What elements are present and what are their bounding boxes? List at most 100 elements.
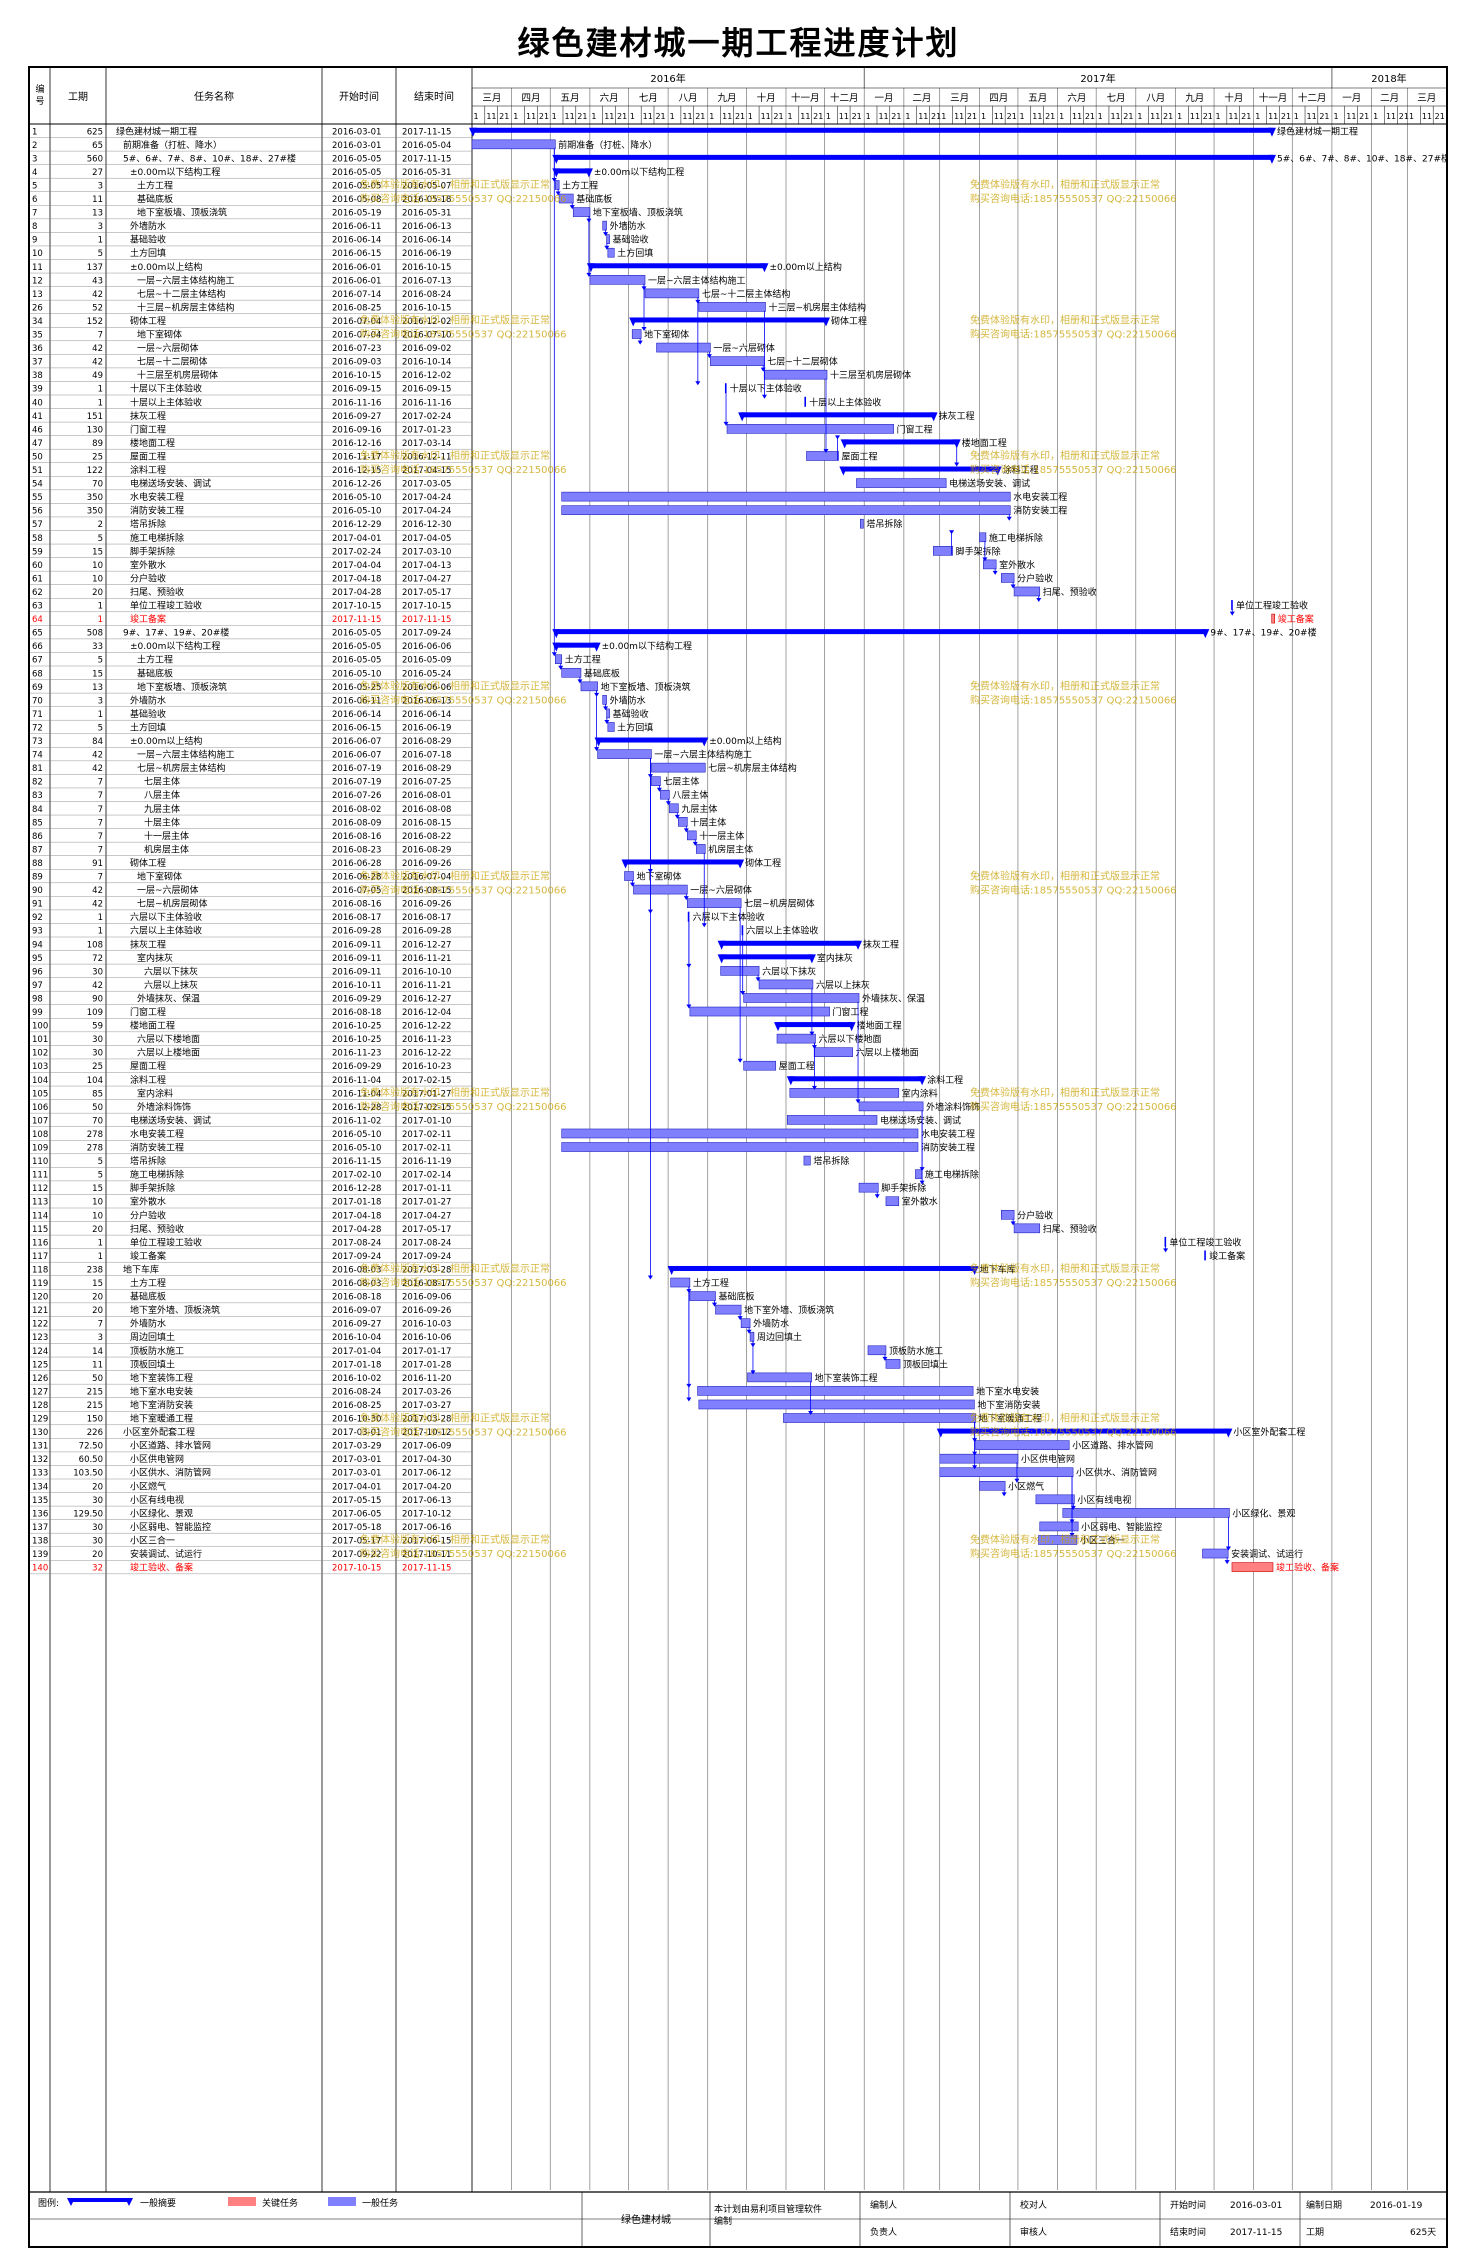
summary-end-marker: [1224, 1428, 1233, 1438]
row-id: 104: [32, 1076, 48, 1086]
task-bar: [660, 789, 670, 800]
row-duration: 15: [92, 1279, 103, 1289]
row-end: 2016-06-13: [402, 222, 451, 232]
task-bar: [749, 1331, 755, 1342]
row-id: 91: [32, 900, 43, 910]
row-duration: 30: [92, 1035, 103, 1045]
bar-label: 施工电梯拆除: [925, 1169, 979, 1181]
subtick-label: 11: [643, 112, 653, 121]
row-duration: 59: [92, 1022, 103, 1032]
row-id: 56: [32, 507, 43, 517]
bar-label: 门窗工程: [897, 423, 933, 435]
bar-label: 水电安装工程: [1013, 491, 1067, 503]
row-start: 2016-05-10: [332, 1130, 381, 1140]
row-start: 2017-05-18: [332, 1523, 381, 1533]
subtick-label: 21: [1203, 112, 1213, 121]
task-bar: [602, 695, 607, 705]
footer-approved-by: 审核人: [1020, 2226, 1047, 2238]
bar-label: 七层~机房层主体结构: [708, 762, 797, 774]
bar-label: 屋面工程: [842, 451, 878, 462]
bar-label: ±0.00m以上结构: [769, 261, 841, 273]
row-end: 2016-09-26: [402, 900, 451, 910]
task-bar: [602, 220, 607, 231]
row-end: 2016-10-15: [402, 303, 451, 313]
row-id: 55: [32, 493, 43, 503]
month-label: 三月: [1417, 93, 1436, 104]
task-bar: [561, 667, 582, 678]
row-start: 2016-05-05: [332, 656, 381, 666]
dependency-arrow: [949, 530, 955, 535]
row-end: 2016-12-30: [402, 520, 451, 530]
bar-label: 土方工程: [565, 654, 601, 666]
row-end: 2016-05-04: [402, 141, 451, 151]
row-task-name: 基础底板: [137, 193, 173, 205]
row-start: 2017-04-01: [332, 534, 381, 544]
task-bar: [786, 1115, 878, 1125]
row-start: 2016-12-28: [332, 1103, 381, 1113]
row-task-name: 基础底板: [130, 1291, 166, 1303]
bar-label: ±0.00m以下结构工程: [602, 640, 692, 652]
row-duration: 1: [98, 385, 103, 395]
row-start: 2016-07-04: [332, 317, 381, 327]
row-start: 2017-03-01: [332, 1428, 381, 1438]
row-id: 59: [32, 547, 43, 557]
subtick-label: 11: [486, 112, 496, 121]
summary-end-marker: [700, 737, 709, 747]
row-start: 2016-10-30: [332, 1415, 381, 1425]
bar-label: 六层以上抹灰: [816, 979, 870, 991]
row-duration: 508: [87, 629, 103, 639]
row-id: 98: [32, 994, 43, 1004]
row-end: 2016-08-29: [402, 737, 451, 747]
row-duration: 5: [98, 1171, 103, 1181]
bar-label: 电梯送场安装、调试: [880, 1114, 961, 1126]
row-duration: 1: [98, 615, 103, 625]
subtick-label: 21: [1007, 112, 1017, 121]
row-end: 2016-09-26: [402, 1306, 451, 1316]
summary-bar: [624, 859, 742, 865]
bar-label: 七层~十二层砌体: [767, 356, 838, 368]
bar-label: 9#、17#、19#、20#楼: [1210, 627, 1316, 639]
summary-end-marker: [918, 1076, 927, 1086]
row-end: 2017-01-27: [402, 1089, 451, 1099]
row-duration: 42: [92, 981, 103, 991]
subtick-label: 11: [994, 112, 1004, 121]
row-duration: 33: [92, 642, 103, 652]
row-end: 2017-01-23: [402, 425, 451, 435]
bar-label: 外墙涂料饰饰: [926, 1101, 980, 1113]
dependency-arrow: [712, 1302, 717, 1307]
row-start: 2017-04-01: [332, 1482, 381, 1492]
row-task-name: 基础底板: [137, 667, 173, 679]
subtick-label: 1: [474, 112, 479, 121]
task-bar: [726, 424, 894, 434]
row-end: 2016-09-15: [402, 385, 451, 395]
dependency-arrow: [555, 191, 561, 196]
dependency-arrow: [551, 652, 557, 657]
bar-label: 十三层~机房层主体结构: [768, 301, 866, 313]
bar-label: 十三层至机房层砌体: [830, 369, 911, 381]
dependency-arrow: [746, 1329, 752, 1334]
row-id: 105: [32, 1089, 48, 1099]
subtick-label: 11: [878, 112, 888, 121]
dependency-arrow: [686, 1004, 692, 1009]
row-end: 2016-07-18: [402, 751, 451, 761]
row-task-name: 小区有线电视: [130, 1494, 184, 1506]
row-task-name: 室内涂料: [137, 1087, 173, 1099]
subtick-label: 1: [630, 112, 635, 121]
row-start: 2016-08-17: [332, 913, 381, 923]
bar-label: 六层以下楼地面: [818, 1033, 881, 1045]
row-end: 2017-10-11: [402, 1550, 451, 1560]
row-task-name: 竣工备案: [130, 613, 166, 625]
task-bar: [670, 1277, 691, 1288]
dependency-arrow: [603, 706, 609, 711]
task-bar: [1000, 1209, 1015, 1220]
row-id: 34: [32, 317, 43, 327]
row-task-name: 前期准备（打桩、降水）: [123, 139, 222, 151]
row-start: 2016-06-28: [332, 873, 381, 883]
dependency-arrow: [1001, 1492, 1007, 1497]
bar-label: 水电安装工程: [921, 1128, 975, 1140]
subtick-label: 11: [722, 112, 732, 121]
subtick-label: 1: [670, 112, 675, 121]
row-start: 2016-10-02: [332, 1374, 381, 1384]
row-duration: 5: [98, 656, 103, 666]
bar-label: 小区室外配套工程: [1233, 1426, 1305, 1438]
